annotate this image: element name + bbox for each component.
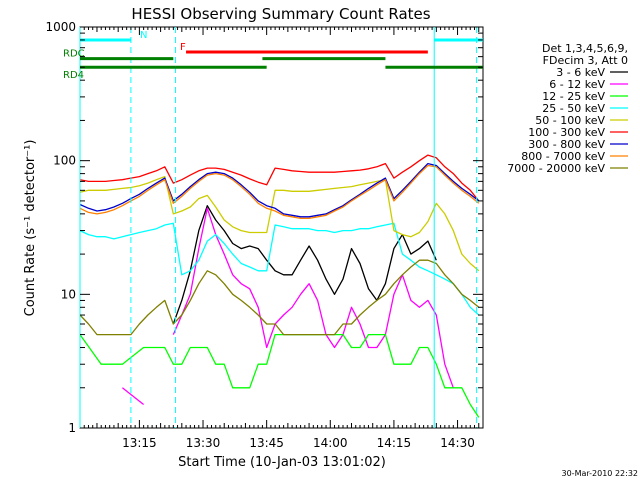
y-tick-label-4: 1000 — [45, 20, 76, 34]
legend-entry-label-8: 800 - 7000 keV — [521, 150, 605, 163]
status-bar-label-5: RD4 — [63, 70, 84, 81]
status-bar-label-1: N — [140, 30, 147, 41]
series-line-9-part-1 — [79, 259, 480, 336]
y-tick-label-2: 10 — [61, 287, 76, 301]
series-layer — [79, 154, 480, 418]
status-bar-label-4: RDC — [63, 49, 85, 60]
y-tick-label-3: 100 — [53, 154, 76, 168]
series-line-6-part-1 — [79, 154, 480, 202]
y-tick-label-1: 1 — [68, 421, 76, 435]
series-line-1-part-1 — [172, 205, 437, 325]
x-tick-label-3: 13:45 — [249, 436, 284, 450]
series-line-5-part-1 — [79, 175, 480, 272]
legend-entry-label-7: 300 - 800 keV — [528, 138, 605, 151]
series-line-2-part-2 — [172, 207, 454, 389]
x-axis-label: Start Time (10-Jan-03 13:01:02) — [178, 455, 386, 470]
series-line-7-part-1 — [79, 162, 480, 218]
status-bar-label-3: F — [180, 42, 186, 53]
series-line-4-part-1 — [79, 222, 480, 316]
series-line-8-part-1 — [79, 164, 480, 220]
x-tick-label-6: 14:30 — [440, 436, 475, 450]
x-tick-label-2: 13:30 — [186, 436, 221, 450]
legend-entry-label-4: 25 - 50 keV — [542, 102, 605, 115]
legend-entry-label-1: 3 - 6 keV — [556, 66, 605, 79]
legend-entry-label-6: 100 - 300 keV — [528, 126, 605, 139]
x-axis: 13:15 13:30 13:45 14:00 14:15 14:30 — [83, 27, 480, 450]
legend-header-line-1: Det 1,3,4,5,6,9, — [542, 42, 628, 55]
x-tick-label-1: 13:15 — [122, 436, 157, 450]
chart-title: HESSI Observing Summary Count Rates — [131, 5, 430, 23]
legend-entry-label-3: 12 - 25 keV — [542, 90, 605, 103]
legend-header-line-2: FDecim 3, Att 0 — [543, 54, 628, 67]
top-bars-layer: N F RDC RD4 — [63, 30, 483, 81]
y-axis: 1 10 100 1000 — [45, 20, 483, 435]
y-axis-label: Count Rate (s⁻¹ detector⁻¹) — [23, 140, 38, 317]
series-line-2-part-1 — [121, 387, 145, 406]
legend-entry-label-2: 6 - 12 keV — [549, 78, 605, 91]
x-tick-label-4: 14:00 — [313, 436, 348, 450]
legend-entry-label-5: 50 - 100 keV — [535, 114, 605, 127]
legend: Det 1,3,4,5,6,9, FDecim 3, Att 0 3 - 6 k… — [507, 42, 628, 175]
timestamp-footer: 30-Mar-2010 22:32 — [562, 469, 639, 478]
legend-entry-label-9: 7000 - 20000 keV — [507, 162, 605, 175]
x-tick-label-5: 14:15 — [377, 436, 412, 450]
vertical-lines-layer — [79, 27, 478, 428]
